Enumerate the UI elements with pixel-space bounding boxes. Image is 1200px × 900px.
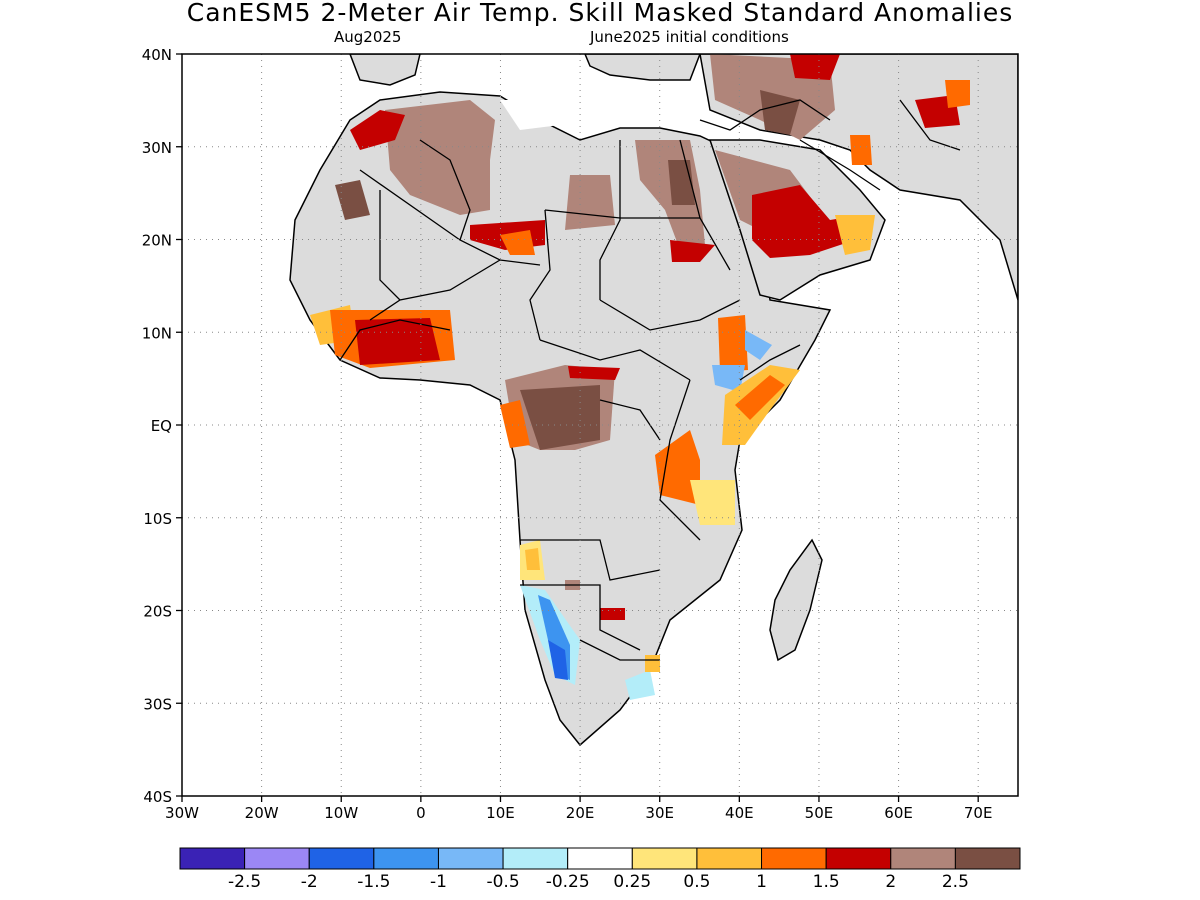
patch-congo-dark xyxy=(520,385,600,450)
lat-tick-label: 20S xyxy=(143,603,172,621)
colorbar-swatch xyxy=(631,847,698,870)
gridlines xyxy=(181,54,1018,796)
lon-tick-label: 10E xyxy=(486,804,515,822)
valid-month-label: Aug2025 xyxy=(334,28,402,46)
colorbar-label: -0.5 xyxy=(486,872,519,892)
lon-tick-label: 30W xyxy=(165,804,199,822)
patch-south-africa-orange xyxy=(645,655,660,672)
lon-tick-label: 70E xyxy=(964,804,993,822)
lon-tick-label: 50E xyxy=(805,804,834,822)
patch-ethiopia-orange xyxy=(718,315,748,372)
colorbar-label: -0.25 xyxy=(546,872,590,892)
map-layers xyxy=(289,54,1018,747)
axis-ticks: 30W 20W 10W 0 10E 20E 30E 40E 50E 60E 70E 40N 30N 20N… xyxy=(142,46,993,822)
patch-tanzania-yellow xyxy=(690,480,735,525)
lon-tick-label: 20E xyxy=(566,804,595,822)
patch-mauritania-dark xyxy=(335,180,370,220)
patch-somalia-blue xyxy=(712,365,745,392)
lat-tick-label: 40S xyxy=(143,788,172,806)
patch-sudan-red xyxy=(670,240,715,262)
colorbar-label: -2.5 xyxy=(228,872,261,892)
patch-congo-red xyxy=(568,366,620,380)
country-borders xyxy=(339,99,961,661)
patch-south-africa-lightblue xyxy=(625,670,655,700)
anomaly-patches xyxy=(310,54,970,700)
colorbar-label: 2 xyxy=(885,872,896,892)
plot-frame xyxy=(181,53,1019,797)
patch-iran-red xyxy=(790,54,840,80)
patch-somalia-red xyxy=(735,375,785,420)
colorbar-swatch xyxy=(567,847,633,870)
colorbar-swatch xyxy=(308,847,375,870)
lon-tick-label: 30E xyxy=(645,804,674,822)
lat-tick-label: 20N xyxy=(142,232,172,250)
lat-tick-label: 30N xyxy=(142,139,172,157)
land-europe-south xyxy=(584,54,701,81)
lat-tick-label: EQ xyxy=(151,417,172,435)
patch-white-mask-nafr xyxy=(500,100,560,130)
patch-sahel-orange xyxy=(500,230,535,255)
lat-tick-label: 40N xyxy=(142,46,172,64)
colorbar-label: -1 xyxy=(430,872,447,892)
patch-angola-orange xyxy=(525,548,540,570)
colorbar-label: -1.5 xyxy=(357,872,390,892)
colorbar-label: 1.5 xyxy=(813,872,840,892)
init-conditions-label: June2025 initial conditions xyxy=(590,28,789,46)
colorbar-swatch xyxy=(373,847,439,870)
lat-tick-label: 10N xyxy=(142,324,172,342)
patch-arabia-orange xyxy=(835,215,875,255)
colorbar-label: 0.5 xyxy=(683,872,710,892)
patch-arabia-red xyxy=(752,185,860,258)
lon-tick-label: 10W xyxy=(324,804,358,822)
patch-tanzania-orange xyxy=(655,430,700,505)
map-title: CanESM5 2-Meter Air Temp. Skill Masked S… xyxy=(186,0,1014,27)
patch-middle-east-dark xyxy=(760,90,800,135)
lon-tick-label: 0 xyxy=(416,804,426,822)
colorbar-label: 1 xyxy=(756,872,767,892)
colorbar: -2.5 -2 -1.5 -1 -0.5 -0.25 0.25 0.5 1 1.5 2 2.5 xyxy=(179,847,1021,892)
colorbar-swatch xyxy=(761,847,827,870)
patch-chad-brown xyxy=(565,175,615,230)
patch-nigeria-dark xyxy=(355,318,440,365)
colorbar-swatch xyxy=(954,847,1021,870)
colorbar-swatch xyxy=(825,847,892,870)
colorbar-label: 2.5 xyxy=(942,872,969,892)
colorbar-swatch xyxy=(890,847,956,870)
colorbar-swatch xyxy=(502,847,569,870)
patch-gabon-orange xyxy=(500,400,530,448)
lat-tick-label: 10S xyxy=(143,510,172,528)
lat-tick-label: 30S xyxy=(143,695,172,713)
colorbar-label: -2 xyxy=(301,872,318,892)
land-iberia xyxy=(349,54,421,86)
colorbar-swatch xyxy=(696,847,763,870)
colorbar-swatch xyxy=(244,847,310,870)
patch-sw-asia-orange xyxy=(945,80,970,108)
patch-sahara-brown xyxy=(385,100,495,215)
colorbar-swatch xyxy=(437,847,504,870)
land-madagascar xyxy=(769,538,823,662)
colorbar-label: 0.25 xyxy=(613,872,651,892)
patch-ethiopia-blue xyxy=(745,330,772,360)
lon-tick-label: 40E xyxy=(725,804,754,822)
patch-zimbabwe-red xyxy=(600,608,625,620)
patch-nw-africa-red xyxy=(350,110,405,150)
colorbar-swatch xyxy=(179,847,246,870)
lon-tick-label: 20W xyxy=(245,804,279,822)
patch-namibia-darkblue xyxy=(548,640,568,680)
patch-gulf-orange xyxy=(850,135,872,165)
lon-tick-label: 60E xyxy=(884,804,913,822)
